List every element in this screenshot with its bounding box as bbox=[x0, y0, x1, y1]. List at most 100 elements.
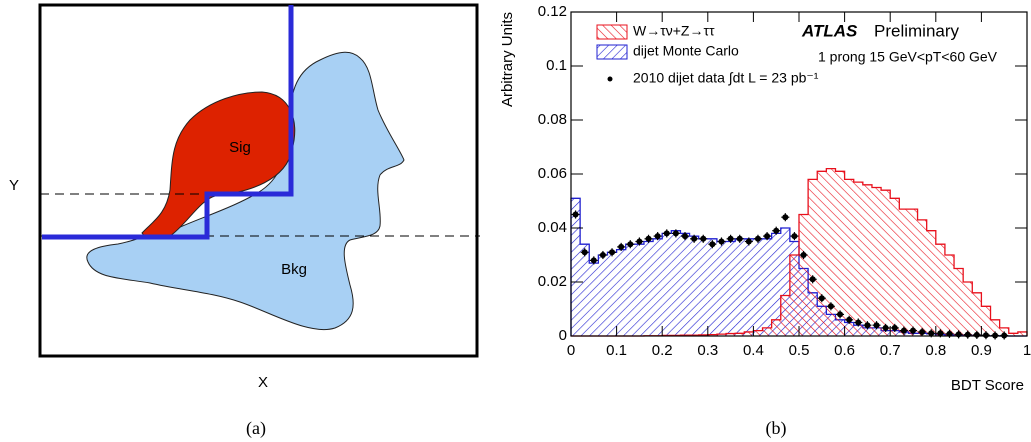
histogram-bar bbox=[689, 236, 699, 336]
histogram-bar bbox=[926, 230, 936, 336]
legend-label: dijet Monte Carlo bbox=[633, 43, 739, 59]
signal-label: Sig bbox=[229, 139, 251, 156]
histogram-bar bbox=[716, 334, 727, 336]
background-region bbox=[86, 51, 405, 330]
data-point bbox=[745, 238, 752, 245]
x-tick-label: 0 bbox=[567, 342, 575, 359]
histogram-bar bbox=[881, 190, 891, 336]
y-tick-label: 0 bbox=[559, 327, 567, 344]
data-point bbox=[982, 332, 989, 339]
data-point bbox=[672, 230, 679, 237]
histogram-bar bbox=[753, 238, 763, 336]
y-tick-label: 0.02 bbox=[538, 273, 567, 290]
y-tick-label: 0.04 bbox=[538, 219, 567, 236]
annotation: Preliminary bbox=[874, 21, 960, 40]
data-point bbox=[773, 227, 780, 234]
histogram-bar bbox=[871, 187, 882, 336]
data-point bbox=[782, 214, 789, 221]
histogram-bar bbox=[835, 171, 845, 336]
histogram-bar bbox=[963, 282, 973, 336]
histogram-bar bbox=[908, 209, 918, 336]
data-point bbox=[599, 252, 606, 258]
histogram-bar bbox=[571, 198, 581, 336]
data-point bbox=[846, 316, 853, 323]
data-point bbox=[636, 238, 643, 245]
data-point bbox=[645, 235, 652, 242]
data-point bbox=[718, 238, 725, 245]
x-tick-label: 0.7 bbox=[880, 342, 901, 359]
x-tick-label: 0.2 bbox=[652, 342, 673, 359]
histogram-bar bbox=[735, 333, 745, 336]
data-point bbox=[891, 324, 898, 331]
x-tick-label: 0.8 bbox=[925, 342, 946, 359]
y-axis-title: Arbitrary Units bbox=[499, 12, 516, 107]
histogram-bar bbox=[707, 238, 717, 336]
histogram-bar bbox=[589, 263, 599, 336]
histogram-bar bbox=[1008, 333, 1018, 336]
histogram-bar bbox=[726, 333, 736, 336]
x-axis-title: BDT Score bbox=[951, 377, 1024, 394]
histogram-bar bbox=[735, 238, 745, 336]
histogram-bar bbox=[698, 238, 708, 336]
data-point bbox=[919, 328, 926, 335]
data-point bbox=[663, 230, 670, 237]
x-tick-label: 0.5 bbox=[789, 342, 810, 359]
histogram-bar bbox=[981, 306, 991, 336]
histogram-bar bbox=[1017, 331, 1027, 336]
legend-label: W→τν+Z→ττ bbox=[633, 23, 715, 39]
y-axis-label: Y bbox=[9, 177, 19, 194]
data-point bbox=[791, 233, 798, 240]
background-label: Bkg bbox=[281, 261, 307, 278]
histogram-bar bbox=[762, 327, 772, 336]
y-tick-label: 0.08 bbox=[538, 111, 567, 128]
histogram-bar bbox=[598, 255, 608, 336]
histogram-bar bbox=[744, 238, 754, 336]
histogram-bar bbox=[972, 292, 982, 336]
legend-label: 2010 dijet data ∫dt L = 23 pb⁻¹ bbox=[633, 70, 819, 86]
histogram-bar bbox=[753, 330, 763, 336]
data-point bbox=[928, 330, 935, 337]
selection-boundary bbox=[42, 5, 294, 240]
histogram-bar bbox=[862, 184, 872, 336]
histogram-bar bbox=[789, 255, 799, 336]
histogram-bar bbox=[616, 249, 626, 336]
histogram-bar bbox=[826, 168, 836, 336]
caption: (b) bbox=[766, 418, 787, 439]
histogram-bar bbox=[899, 209, 909, 336]
histogram-bar bbox=[643, 241, 654, 336]
y-tick-label: 0.06 bbox=[538, 165, 567, 182]
histogram-bar bbox=[671, 230, 681, 336]
data-point bbox=[590, 257, 597, 264]
x-tick-label: 0.1 bbox=[606, 342, 627, 359]
data-point bbox=[827, 303, 834, 310]
y-tick-label: 0.12 bbox=[538, 3, 567, 20]
data-point bbox=[709, 241, 716, 248]
histogram-bar bbox=[716, 241, 727, 336]
histogram-bar bbox=[662, 233, 672, 336]
x-tick-label: 1 bbox=[1023, 342, 1031, 359]
histogram-bar bbox=[817, 171, 827, 336]
data-point bbox=[764, 233, 771, 240]
diagram-frame bbox=[38, 3, 479, 358]
data-point bbox=[855, 319, 862, 326]
x-axis-label: X bbox=[258, 374, 268, 391]
data-point bbox=[809, 276, 816, 283]
histogram-bar bbox=[954, 268, 964, 336]
data-point bbox=[700, 235, 707, 242]
data-point bbox=[618, 243, 625, 250]
histogram-bar bbox=[744, 331, 754, 336]
data-point bbox=[937, 330, 944, 337]
data-point bbox=[964, 331, 971, 338]
data-point bbox=[900, 327, 907, 334]
data-point bbox=[691, 235, 698, 242]
histogram-bar bbox=[917, 219, 927, 336]
data-point bbox=[864, 322, 871, 329]
legend-marker bbox=[607, 76, 613, 82]
data-point bbox=[609, 249, 616, 256]
histogram-outline bbox=[571, 167, 1028, 337]
histogram-bar bbox=[680, 233, 690, 336]
histogram-bar bbox=[844, 179, 854, 336]
histogram-bar bbox=[634, 244, 644, 336]
data-point bbox=[754, 235, 761, 242]
